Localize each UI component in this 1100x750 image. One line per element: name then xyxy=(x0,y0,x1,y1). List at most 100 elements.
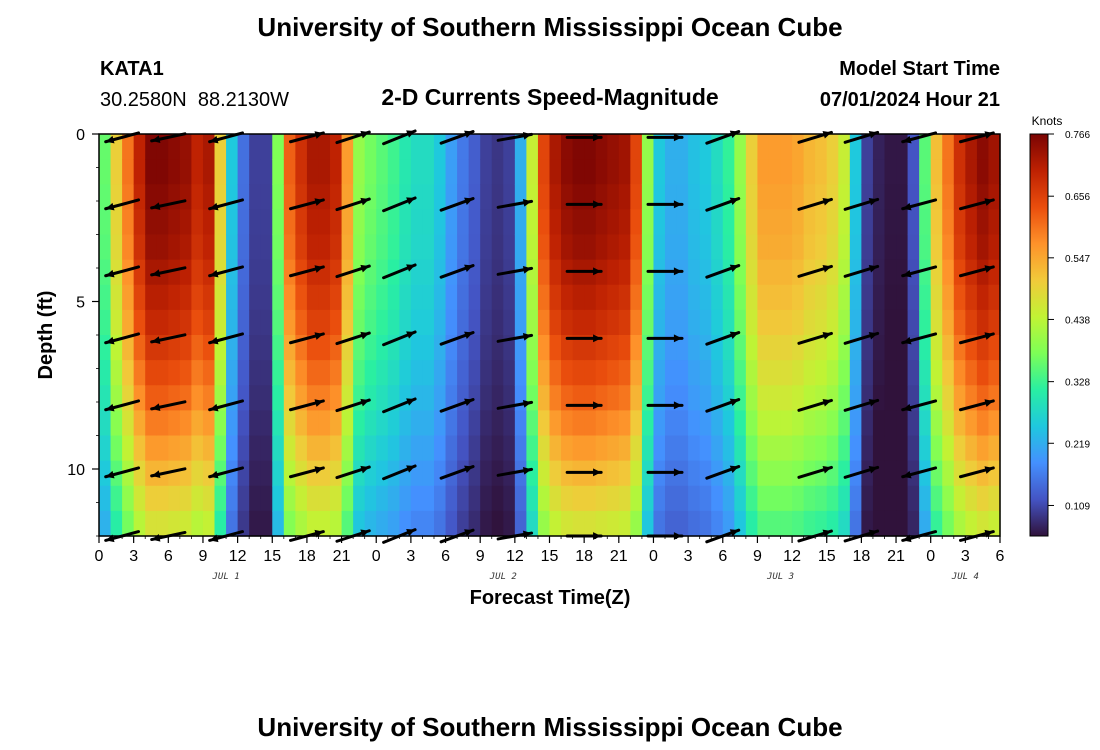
heatmap-cell xyxy=(618,485,631,512)
heatmap-cell xyxy=(99,485,112,512)
heatmap-cell xyxy=(711,284,724,311)
heatmap-cell xyxy=(491,234,504,261)
heatmap-cell xyxy=(399,360,412,386)
heatmap-cell xyxy=(953,410,966,437)
heatmap-cell xyxy=(607,385,620,411)
heatmap-cell xyxy=(711,360,724,386)
heatmap-cell xyxy=(283,159,296,185)
heatmap-cell xyxy=(295,234,308,261)
x-tick-label: 0 xyxy=(649,548,658,565)
heatmap-cell xyxy=(306,184,320,210)
heatmap-cell xyxy=(607,209,620,236)
heatmap-cell xyxy=(688,159,701,185)
heatmap-cell xyxy=(734,385,747,411)
heatmap-cell xyxy=(537,510,551,537)
heatmap-cell xyxy=(526,410,539,437)
heatmap-cell xyxy=(584,284,597,311)
heatmap-cell xyxy=(849,309,862,336)
heatmap-cell xyxy=(226,335,239,361)
heatmap-cell xyxy=(988,410,1001,437)
heatmap-cell xyxy=(179,134,193,160)
heatmap-cell xyxy=(399,159,412,185)
heatmap-cell xyxy=(237,335,250,361)
heatmap-cell xyxy=(156,360,169,386)
heatmap-cell xyxy=(283,335,296,361)
heatmap-cell xyxy=(849,234,862,261)
heatmap-cell xyxy=(156,234,169,261)
heatmap-cell xyxy=(468,460,481,487)
heatmap-cell xyxy=(537,335,551,361)
heatmap-cell xyxy=(480,435,493,462)
heatmap-cell xyxy=(457,309,470,336)
heatmap-cell xyxy=(722,234,735,261)
current-arrow xyxy=(646,334,684,343)
heatmap-cell xyxy=(306,385,320,411)
heatmap-cell xyxy=(907,159,920,185)
heatmap-cell xyxy=(595,184,608,210)
heatmap-cell xyxy=(468,134,481,160)
heatmap-cell xyxy=(907,209,920,236)
heatmap-cell xyxy=(503,435,516,462)
heatmap-cell xyxy=(572,410,585,437)
heatmap-cell xyxy=(514,485,527,512)
heatmap-cell xyxy=(953,159,966,185)
heatmap-cell xyxy=(399,259,412,286)
heatmap-cell xyxy=(226,360,239,386)
y-axis-label: Depth (ft) xyxy=(35,291,57,380)
current-arrow xyxy=(705,331,741,346)
heatmap-cell xyxy=(676,385,689,411)
heatmap-cell xyxy=(768,385,782,411)
heatmap-cell xyxy=(330,385,343,411)
heatmap-cell xyxy=(330,159,343,185)
heatmap-cell xyxy=(272,309,285,336)
heatmap-cell xyxy=(699,410,712,437)
heatmap-cell xyxy=(202,385,216,411)
heatmap-cell xyxy=(711,309,724,336)
heatmap-cell xyxy=(745,309,759,336)
heatmap-cell xyxy=(145,184,158,210)
heatmap-cell xyxy=(191,410,204,437)
heatmap-cell xyxy=(676,410,689,437)
heatmap-cell xyxy=(688,284,701,311)
heatmap-cell xyxy=(457,284,470,311)
heatmap-cell xyxy=(699,435,712,462)
heatmap-cell xyxy=(826,284,839,311)
heatmap-cell xyxy=(480,284,493,311)
heatmap-cell xyxy=(561,410,574,437)
heatmap-cell xyxy=(976,209,990,236)
current-arrow xyxy=(901,399,938,412)
heatmap-cell xyxy=(872,209,886,236)
heatmap-cell xyxy=(491,134,504,160)
heatmap-cell xyxy=(930,435,943,462)
heatmap-cell xyxy=(226,510,239,537)
heatmap-cell xyxy=(826,209,839,236)
current-arrow xyxy=(150,266,187,278)
current-arrow xyxy=(901,466,938,479)
heatmap-cell xyxy=(907,410,920,437)
x-tick-label: 15 xyxy=(818,548,836,565)
heatmap-cell xyxy=(641,385,655,411)
heatmap-cell xyxy=(699,485,712,512)
heatmap-cell xyxy=(792,259,805,286)
heatmap-cell xyxy=(179,510,193,537)
heatmap-cell xyxy=(318,159,331,185)
date-label: JUL 2 xyxy=(489,572,517,582)
heatmap-cell xyxy=(330,309,343,336)
station-id: KATA1 xyxy=(100,58,164,80)
heatmap-cell xyxy=(618,510,631,537)
heatmap-cell xyxy=(953,259,966,286)
heatmap-cell xyxy=(549,259,562,286)
heatmap-cell xyxy=(595,309,608,336)
heatmap-cell xyxy=(976,460,990,487)
heatmap-cell xyxy=(849,435,862,462)
current-arrow xyxy=(382,397,417,414)
current-arrow xyxy=(797,197,833,211)
heatmap-cell xyxy=(422,234,435,261)
heatmap-cell xyxy=(734,184,747,210)
heatmap-cell xyxy=(445,410,458,437)
heatmap-cell xyxy=(861,360,874,386)
heatmap-cell xyxy=(722,259,735,286)
heatmap-cell xyxy=(757,485,770,512)
heatmap-cell xyxy=(214,510,227,537)
heatmap-cell xyxy=(168,309,181,336)
